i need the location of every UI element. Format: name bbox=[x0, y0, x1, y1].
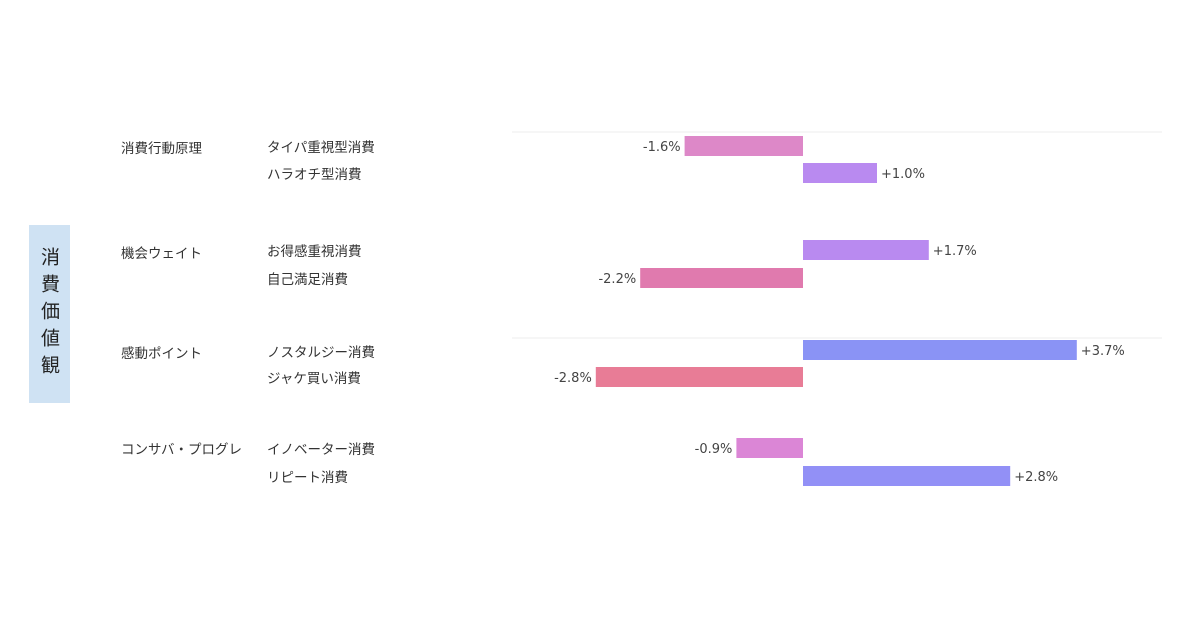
item-label-2-1: お得感重視消費 bbox=[267, 244, 362, 260]
side-category-text: 消費価値観 bbox=[38, 246, 60, 382]
item-label-3-2: ジャケ買い消費 bbox=[267, 371, 361, 387]
bar-3-1 bbox=[803, 340, 1077, 360]
bar-4-1 bbox=[736, 438, 803, 458]
value-label-2-2: -2.2% bbox=[598, 272, 636, 287]
group-label-4: コンサバ・プログレ bbox=[121, 442, 242, 458]
group-label-1: 消費行動原理 bbox=[121, 141, 202, 157]
value-label-1-1: -1.6% bbox=[643, 140, 681, 155]
bar-3-2 bbox=[595, 367, 803, 387]
value-label-3-2: -2.8% bbox=[554, 371, 592, 386]
value-label-2-1: +1.7% bbox=[933, 244, 977, 259]
bar-4-2 bbox=[803, 466, 1011, 486]
item-label-1-1: タイパ重視型消費 bbox=[267, 140, 375, 156]
value-label-1-2: +1.0% bbox=[881, 167, 925, 182]
item-label-4-1: イノベーター消費 bbox=[267, 442, 375, 458]
item-label-4-2: リピート消費 bbox=[267, 470, 348, 486]
bar-2-2 bbox=[640, 268, 803, 288]
group-label-3: 感動ポイント bbox=[121, 346, 202, 362]
item-label-2-2: 自己満足消費 bbox=[267, 272, 348, 288]
side-category-label: 消費価値観 bbox=[29, 225, 70, 403]
value-label-4-1: -0.9% bbox=[695, 442, 733, 457]
item-label-3-1: ノスタルジー消費 bbox=[267, 345, 375, 361]
value-label-4-2: +2.8% bbox=[1014, 470, 1058, 485]
bar-2-1 bbox=[803, 240, 929, 260]
bar-1-2 bbox=[803, 163, 877, 183]
value-label-3-1: +3.7% bbox=[1081, 344, 1125, 359]
group-label-2: 機会ウェイト bbox=[121, 246, 202, 262]
bar-1-1 bbox=[684, 136, 803, 156]
item-label-1-2: ハラオチ型消費 bbox=[267, 167, 362, 183]
